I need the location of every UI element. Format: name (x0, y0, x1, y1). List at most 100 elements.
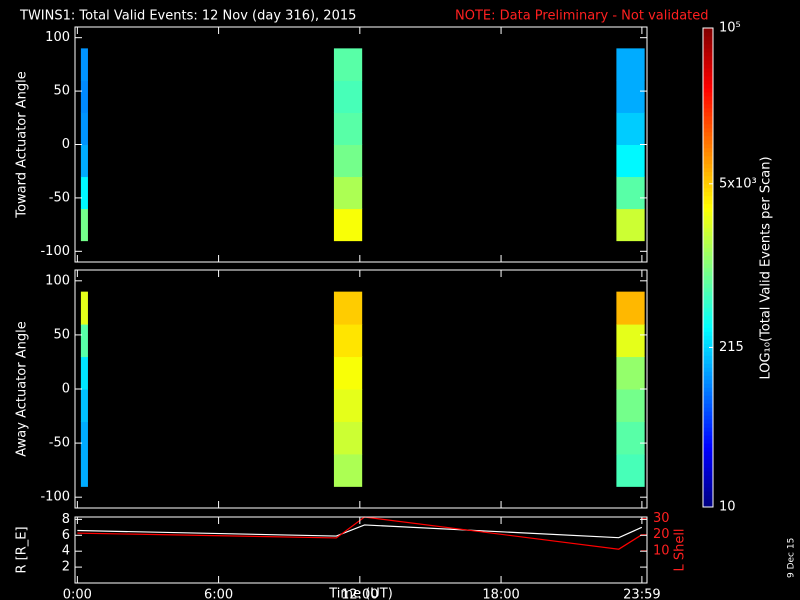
x-tick-label: 23:59 (623, 588, 660, 600)
colorbar-swatch (703, 379, 713, 384)
y2-axis-label: L Shell (673, 528, 688, 571)
colorbar-swatch (703, 391, 713, 396)
colorbar-swatch (703, 79, 713, 85)
date-stamp: 9 Dec 15 (787, 538, 797, 578)
colorbar-swatch (703, 75, 713, 81)
colorbar-swatch (703, 367, 713, 372)
y-tick-label: -50 (49, 190, 70, 205)
heatmap-cell (616, 112, 645, 145)
chart-title: TWINS1: Total Valid Events: 12 Nov (day … (19, 9, 356, 24)
colorbar-swatch (703, 51, 713, 57)
colorbar-swatch (703, 251, 713, 257)
colorbar-swatch (703, 419, 713, 424)
colorbar-swatch (703, 255, 713, 261)
heatmap-cell (333, 144, 363, 178)
colorbar-swatch (703, 127, 713, 133)
heatmap-cell (333, 421, 363, 455)
colorbar-swatch (703, 335, 713, 340)
colorbar-swatch (703, 243, 713, 249)
colorbar-swatch (703, 343, 713, 348)
heatmap-cell (80, 144, 88, 178)
colorbar-swatch (703, 235, 713, 241)
colorbar-swatch (703, 299, 713, 304)
heatmap-cell (333, 208, 363, 242)
colorbar-swatch (703, 395, 713, 400)
colorbar-swatch (703, 443, 713, 448)
colorbar-swatch (703, 455, 713, 460)
colorbar-swatch (703, 111, 713, 117)
colorbar-swatch (703, 407, 713, 412)
y-tick-label: 0 (62, 137, 70, 152)
colorbar-swatch (703, 231, 713, 237)
colorbar-swatch (703, 435, 713, 440)
heatmap-cell (333, 453, 363, 487)
heatmap-cell (80, 421, 88, 455)
colorbar-swatch (703, 439, 713, 444)
colorbar-swatch (703, 375, 713, 380)
x-tick-label: 18:00 (482, 588, 519, 600)
colorbar-swatch (703, 383, 713, 388)
colorbar-swatch (703, 327, 713, 332)
heatmap-cell (333, 48, 363, 81)
colorbar-swatch (703, 323, 713, 328)
y-tick-label: 8 (62, 512, 70, 527)
y-axis-label: Away Actuator Angle (15, 321, 30, 456)
heatmap-cell (80, 389, 88, 422)
colorbar-swatch (703, 199, 713, 205)
colorbar-swatch (703, 279, 713, 284)
colorbar-swatch (703, 115, 713, 121)
colorbar-swatch (703, 191, 713, 197)
colorbar-swatch (703, 31, 713, 37)
colorbar-frame (702, 27, 714, 508)
colorbar-swatch (703, 207, 713, 213)
colorbar-swatch (703, 315, 713, 320)
heatmap-cell (333, 356, 363, 390)
y-tick-label: 0 (62, 382, 70, 397)
colorbar-swatch (703, 135, 713, 141)
heatmap-cell (616, 208, 645, 242)
colorbar-swatch (703, 63, 713, 69)
heatmap-cell (333, 389, 363, 422)
colorbar-swatch (703, 483, 713, 488)
heatmap-cell (333, 80, 363, 113)
x-tick-label: 12:00 (341, 588, 378, 600)
colorbar-swatch (703, 227, 713, 233)
colorbar-swatch (703, 99, 713, 105)
colorbar-swatch (703, 187, 713, 193)
heatmap-cell (80, 291, 88, 325)
x-axis-label: Time (UT) (328, 587, 393, 600)
colorbar-swatch (703, 159, 713, 165)
heatmap-cell (333, 176, 363, 210)
colorbar-swatch (703, 355, 713, 360)
colorbar-swatch (703, 143, 713, 149)
colorbar-swatch (703, 39, 713, 45)
heatmap-cell (616, 176, 645, 210)
colorbar-swatch (703, 283, 713, 288)
colorbar-swatch (703, 371, 713, 376)
colorbar-swatch (703, 151, 713, 157)
colorbar-swatch (703, 475, 713, 480)
colorbar-swatch (703, 95, 713, 101)
colorbar-swatch (703, 267, 713, 272)
colorbar-swatch (703, 471, 713, 476)
colorbar-swatch (703, 459, 713, 464)
colorbar-swatch (703, 103, 713, 109)
heatmap-cell (80, 208, 88, 242)
y-tick-label: 2 (62, 560, 70, 575)
colorbar-swatch (703, 351, 713, 356)
heatmap-cell (333, 324, 363, 358)
colorbar-swatch (703, 423, 713, 428)
colorbar-swatch (703, 223, 713, 229)
colorbar-swatch (703, 403, 713, 408)
colorbar-swatch (703, 495, 713, 500)
y-tick-label: -50 (49, 436, 70, 451)
colorbar-swatch (703, 431, 713, 436)
colorbar-swatch (703, 339, 713, 344)
colorbar-swatch (703, 195, 713, 201)
colorbar-swatch (703, 59, 713, 65)
y-tick-label: -100 (40, 490, 70, 505)
colorbar-swatch (703, 119, 713, 125)
y2-tick-label: 30 (653, 511, 670, 526)
line (77, 524, 643, 539)
